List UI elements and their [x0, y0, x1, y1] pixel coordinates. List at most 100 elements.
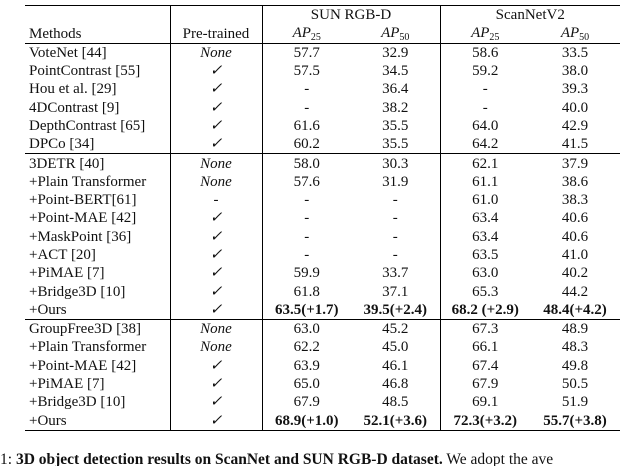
table-row: DPCo [34] ✓ 60.2 35.5 64.2 41.5: [25, 135, 620, 154]
value-cell: 60.2: [293, 136, 320, 153]
value-cell: -: [351, 209, 441, 228]
method-cell: GroupFree3D [38]: [25, 319, 171, 339]
pretrained-cell: ✓: [170, 227, 263, 246]
method-cell: +PiMAE [7]: [25, 374, 171, 394]
value-cell: 41.0: [561, 247, 589, 263]
value-cell: 63.4: [472, 228, 499, 245]
value-cell: 33.7: [351, 264, 441, 283]
value-cell: 63.5(+1.7): [274, 301, 339, 318]
method-cell: Hou et al. [29]: [25, 80, 171, 99]
table-row: +Point-MAE [42] ✓ - - 63.4 40.6: [25, 209, 620, 228]
table-row: DepthContrast [65] ✓ 61.6 35.5 64.0 42.9: [25, 116, 620, 136]
metric-sub: 50: [579, 32, 590, 44]
value-cell: 65.3: [472, 283, 499, 300]
value-cell: 72.3(+3.2): [440, 411, 530, 431]
pretrained-cell: ✓: [170, 393, 263, 412]
value-cell: 36.4: [351, 80, 441, 99]
value-cell: -: [304, 210, 310, 227]
table-row: VoteNet [44] None 57.7 32.9 58.6 33.5: [25, 42, 620, 62]
method-cell: PointContrast [55]: [25, 61, 171, 81]
method-cell: DepthContrast [65]: [25, 116, 171, 136]
metric-header: AP50: [351, 24, 441, 44]
value-cell: 64.2: [472, 136, 499, 153]
pretrained-cell: -: [170, 190, 263, 210]
pretrained-cell: ✓: [170, 282, 263, 301]
pretrained-cell: ✓: [170, 80, 263, 99]
value-cell: 44.2: [561, 283, 589, 300]
value-cell: 41.5: [561, 136, 589, 153]
metric-base: AP: [292, 25, 311, 42]
value-cell: 38.0: [561, 63, 589, 80]
value-cell: 62.1: [440, 153, 530, 173]
pretrained-cell: ✓: [170, 98, 263, 117]
value-cell: 58.6: [440, 42, 530, 62]
metric-base: AP: [381, 25, 400, 42]
results-table: Methods Pre-trained SUN RGB-D ScanNetV2 AP25…: [25, 5, 620, 431]
header-row: AP25 AP50 AP25 AP50: [25, 24, 620, 44]
method-cell: +Plain Transformer: [25, 338, 171, 357]
metric-header: AP25: [440, 24, 530, 43]
value-cell: 39.5(+2.4): [351, 300, 441, 320]
table-row: +Plain Transformer None 57.6 31.9 61.1 38.6: [25, 172, 620, 191]
method-cell: 4DContrast [9]: [25, 98, 171, 117]
metric-header: AP25: [262, 24, 351, 43]
value-cell: 59.9: [293, 265, 320, 282]
value-cell: 37.1: [351, 282, 441, 301]
value-cell: -: [351, 245, 441, 265]
value-cell: 49.8: [561, 357, 589, 374]
method-cell: DPCo [34]: [25, 135, 171, 154]
value-cell: 61.1: [472, 173, 499, 190]
value-cell: -: [482, 81, 488, 98]
value-cell: 63.5: [472, 247, 499, 263]
value-cell: 69.1: [472, 394, 499, 411]
value-cell: 31.9: [351, 172, 441, 191]
caption-text: We adopt the ave: [446, 451, 554, 466]
pretrained-cell: None: [170, 338, 263, 357]
method-cell: +Plain Transformer: [25, 172, 171, 191]
metric-sub: 50: [399, 32, 410, 44]
value-cell: 67.3: [440, 319, 530, 339]
pretrained-cell: ✓: [170, 374, 263, 394]
pretrained-cell: None: [170, 153, 263, 173]
pretrained-cell: ✓: [170, 135, 263, 154]
value-cell: -: [351, 227, 441, 246]
value-cell: 48.5: [351, 393, 441, 412]
value-cell: 40.6: [561, 228, 589, 245]
metric-sub: 25: [310, 32, 321, 44]
value-cell: 61.8: [293, 283, 320, 300]
value-cell: 42.9: [561, 117, 589, 134]
method-cell: +PiMAE [7]: [25, 264, 171, 283]
method-cell: 3DETR [40]: [25, 153, 171, 173]
pretrained-cell: None: [170, 42, 263, 62]
table-row: +Bridge3D [10] ✓ 61.8 37.1 65.3 44.2: [25, 282, 620, 301]
table-header: Methods Pre-trained SUN RGB-D ScanNetV2 AP25…: [25, 5, 620, 44]
value-cell: 30.3: [351, 153, 441, 173]
header-row: Methods Pre-trained SUN RGB-D ScanNetV2: [25, 5, 620, 44]
table-row: +Plain Transformer None 62.2 45.0 66.1 48.3: [25, 338, 620, 357]
table-row: PointContrast [55] ✓ 57.5 34.5 59.2 38.0: [25, 61, 620, 81]
method-cell: +MaskPoint [36]: [25, 227, 171, 246]
pretrained-cell: ✓: [170, 264, 263, 283]
pretrained-cell: None: [170, 319, 263, 339]
value-cell: 40.0: [561, 99, 589, 116]
value-cell: 48.4(+4.2): [543, 301, 607, 318]
table-row: +Point-BERT[61] - - -61.0 38.3: [25, 190, 620, 210]
table-row: +ACT [20] ✓ - - 63.5 41.0: [25, 245, 620, 265]
value-cell: 63.4: [472, 210, 499, 227]
value-cell: -: [304, 247, 310, 263]
value-cell: 57.7: [262, 42, 351, 62]
table-row: 4DContrast [9] ✓ - 38.2 - 40.0: [25, 98, 620, 117]
metric-base: AP: [471, 25, 490, 42]
method-cell: +Bridge3D [10]: [25, 393, 171, 412]
caption-title: 3D object detection results on ScanNet a…: [15, 451, 443, 466]
value-cell: 33.5: [530, 42, 620, 62]
value-cell: -: [351, 190, 441, 210]
value-cell: 57.6: [293, 173, 320, 190]
method-cell: +Ours: [25, 411, 171, 431]
caption-label: 1:: [0, 451, 13, 466]
value-cell: 51.9: [561, 394, 589, 411]
value-cell: 39.3: [561, 81, 589, 98]
metric-base: AP: [560, 25, 580, 42]
value-cell: 38.6: [561, 173, 589, 190]
